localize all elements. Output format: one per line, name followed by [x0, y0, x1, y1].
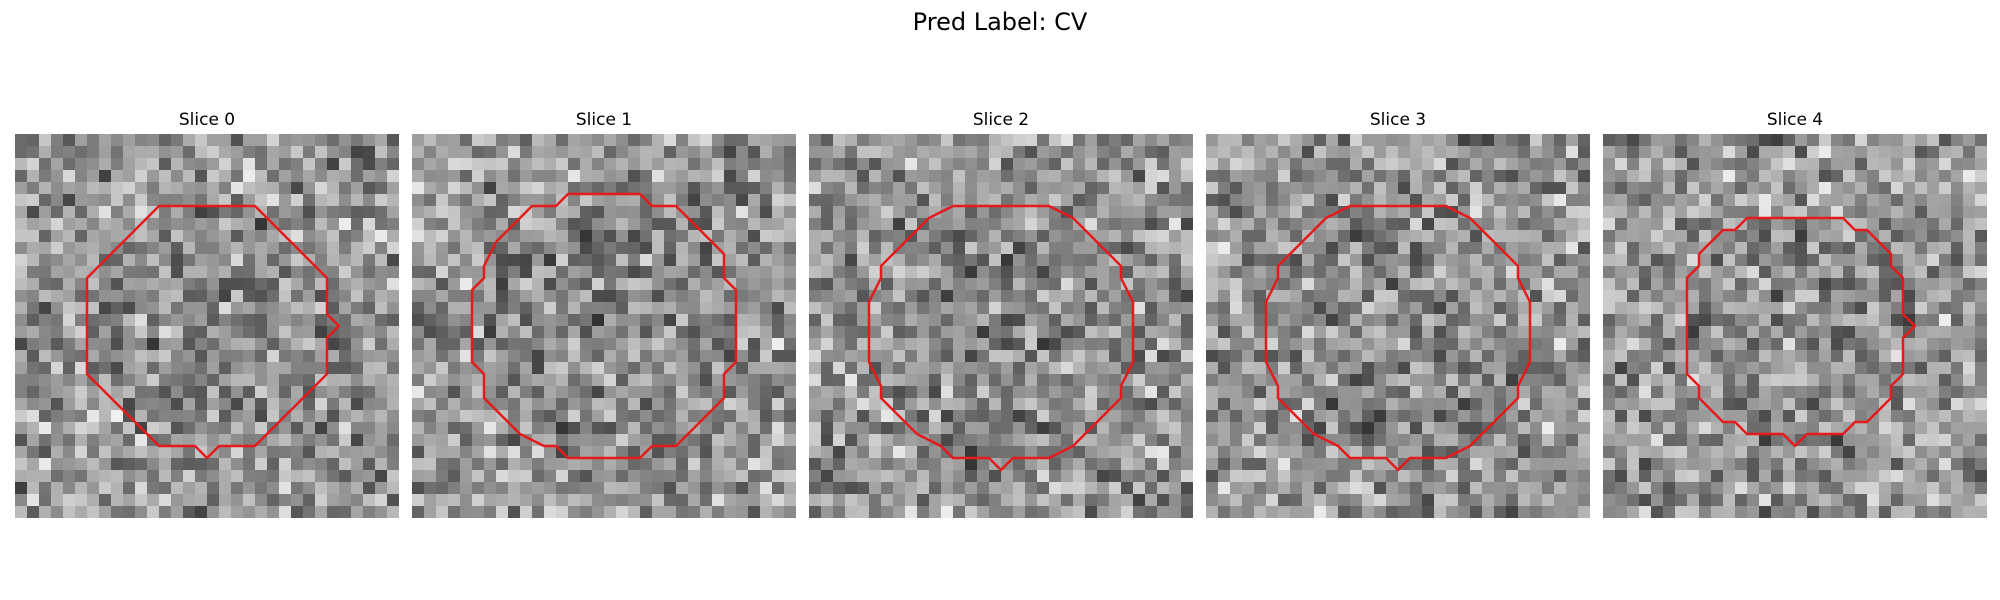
slice-panel-3: Slice 3: [1206, 110, 1590, 518]
slice-title-0: Slice 0: [178, 110, 236, 130]
slice-image-3: [1206, 134, 1590, 518]
slice-image-0: [15, 134, 399, 518]
pixel-grid: [1206, 134, 1590, 518]
roi-contour: [470, 192, 738, 460]
pixel-grid: [15, 134, 399, 518]
figure-title: Pred Label: CV: [912, 8, 1088, 36]
slice-panel-4: Slice 4: [1603, 110, 1987, 518]
slice-title-1: Slice 1: [575, 110, 633, 130]
slice-panel-0: Slice 0: [15, 110, 399, 518]
slice-image-2: [809, 134, 1193, 518]
slice-image-4: [1603, 134, 1987, 518]
slice-panel-1: Slice 1: [412, 110, 796, 518]
slice-title-2: Slice 2: [972, 110, 1030, 130]
pixel-grid: [809, 134, 1193, 518]
roi-contour: [1264, 204, 1532, 472]
roi-contour: [1685, 216, 1917, 448]
pixel-grid: [412, 134, 796, 518]
roi-contour: [867, 204, 1135, 472]
pixel-grid: [1603, 134, 1987, 518]
slice-title-4: Slice 4: [1766, 110, 1824, 130]
roi-contour: [85, 204, 341, 460]
slice-title-3: Slice 3: [1369, 110, 1427, 130]
slice-image-1: [412, 134, 796, 518]
slice-panel-2: Slice 2: [809, 110, 1193, 518]
